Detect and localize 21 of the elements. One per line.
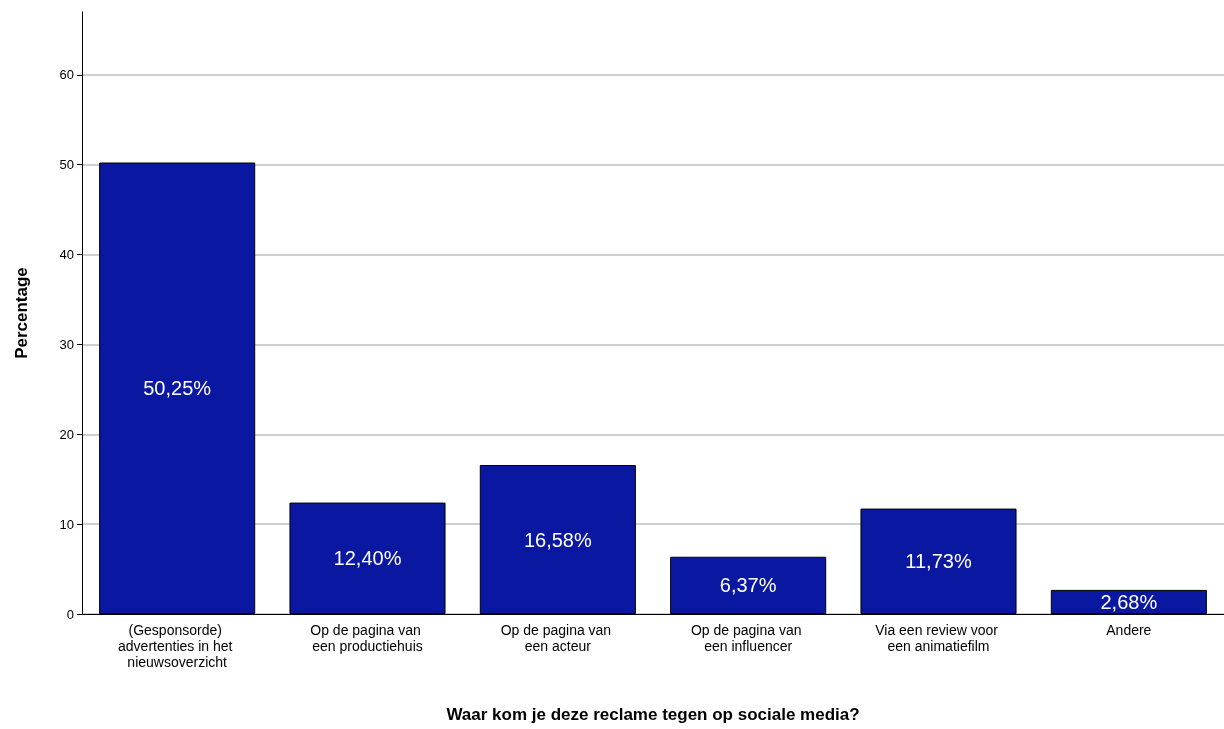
data-label: 2,68% [1100,590,1158,613]
y-tick-label: 0 [66,606,74,622]
x-tick-label: Op de pagina van een acteur [500,622,616,654]
x-tick-label: Via een review voor een animatiefilm [875,622,1002,654]
y-tick-label: 20 [59,426,74,442]
data-label: 16,58% [523,528,592,551]
y-tick-label: 30 [59,336,74,352]
data-label: 50,25% [143,377,212,400]
x-tick-label: Andere [1106,622,1152,638]
data-label: 6,37% [719,574,777,597]
y-tick-label: 10 [59,516,74,532]
y-axis-title: Percentage [12,267,31,359]
y-tick-label: 60 [59,67,74,83]
y-tick-label: 50 [59,157,74,173]
y-tick-label: 40 [59,247,74,263]
data-label: 11,73% [905,550,972,573]
x-tick-label: Op de pagina van een influencer [690,622,806,654]
x-axis-title: Waar kom je deze reclame tegen op sociale media? [446,705,860,724]
data-label: 12,40% [333,547,402,570]
x-tick-label: (Gesponsorde) advertenties in het nieuwsoverzicht [118,622,237,670]
x-tick-label: Op de pagina van een productiehuis [310,622,425,654]
